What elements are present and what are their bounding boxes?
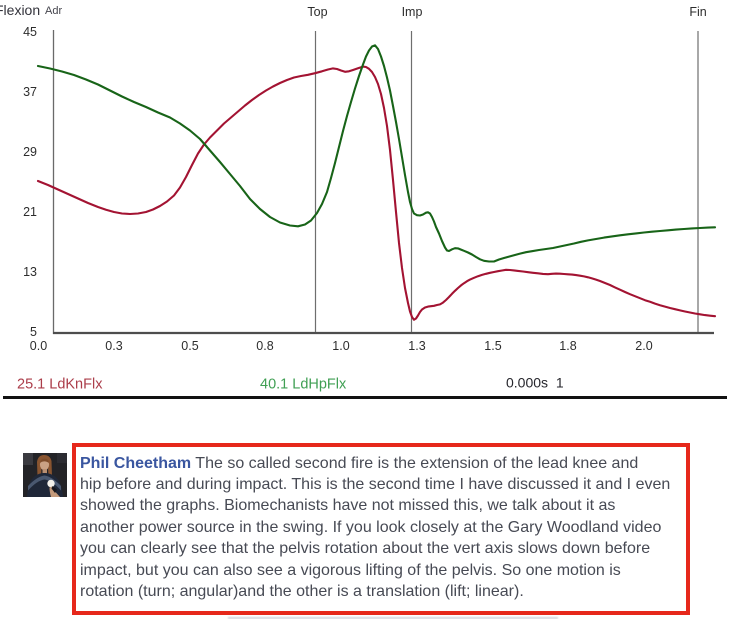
- svg-text:29: 29: [23, 145, 37, 159]
- svg-text:45: 45: [23, 25, 37, 39]
- svg-text:Adr: Adr: [45, 5, 62, 17]
- svg-text:0.8: 0.8: [256, 339, 273, 353]
- svg-text:1.0: 1.0: [332, 339, 349, 353]
- svg-text:5: 5: [30, 325, 37, 339]
- svg-text:1.3: 1.3: [408, 339, 425, 353]
- svg-text:13: 13: [23, 265, 37, 279]
- svg-text:Flexion: Flexion: [0, 2, 40, 18]
- svg-text:37: 37: [23, 85, 37, 99]
- svg-text:21: 21: [23, 205, 37, 219]
- svg-text:Top: Top: [307, 5, 327, 19]
- svg-text:40.1 LdHpFlx: 40.1 LdHpFlx: [260, 377, 347, 393]
- svg-text:0.3: 0.3: [105, 339, 122, 353]
- svg-text:0.5: 0.5: [181, 339, 198, 353]
- svg-text:Imp: Imp: [402, 5, 423, 19]
- svg-text:Fin: Fin: [689, 5, 706, 19]
- svg-text:0.0: 0.0: [30, 339, 47, 353]
- svg-text:0.000s 1: 0.000s 1: [506, 375, 564, 391]
- svg-text:25.1 LdKnFlx: 25.1 LdKnFlx: [17, 377, 103, 393]
- svg-text:1.8: 1.8: [559, 339, 576, 353]
- svg-text:1.5: 1.5: [484, 339, 501, 353]
- svg-text:2.0: 2.0: [635, 339, 652, 353]
